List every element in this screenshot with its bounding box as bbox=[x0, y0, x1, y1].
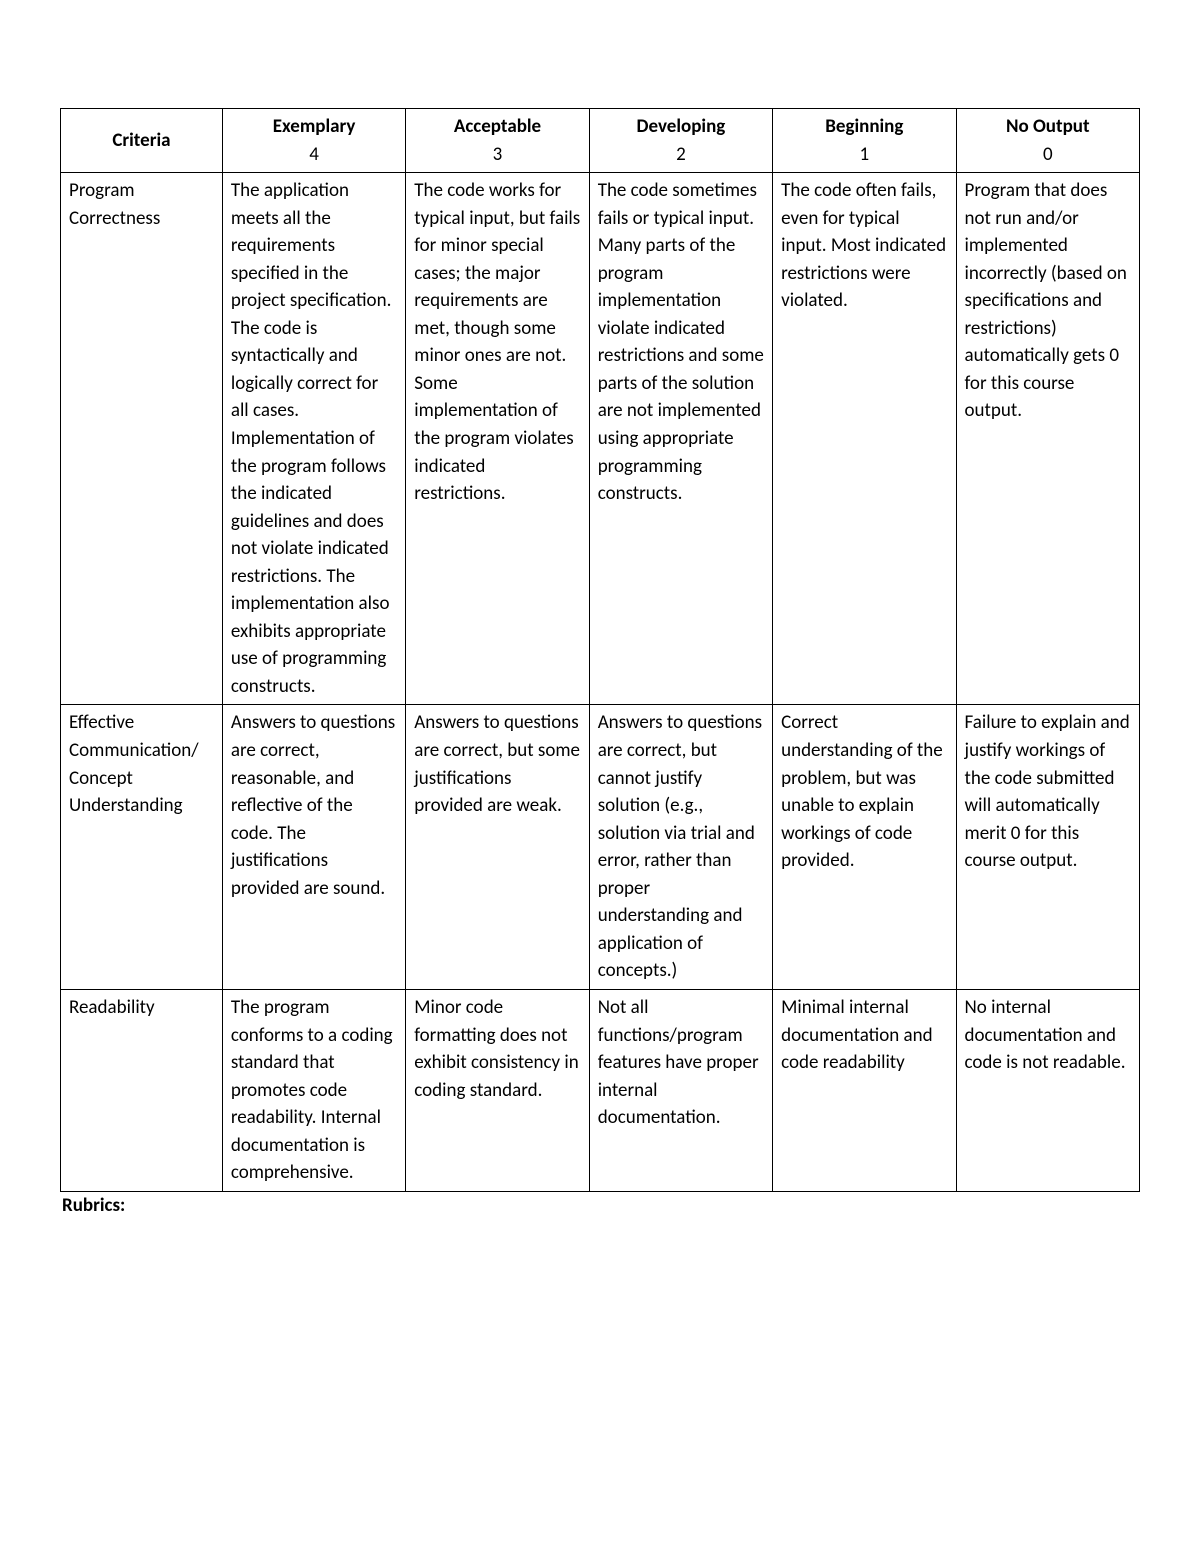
header-criteria-label: Criteria bbox=[112, 129, 170, 152]
acceptable-cell: Minor code formatting does not exhibit c… bbox=[406, 989, 589, 1191]
header-beginning-score: 1 bbox=[781, 141, 947, 169]
header-nooutput: No Output 0 bbox=[956, 109, 1139, 173]
acceptable-cell: The code works for typical input, but fa… bbox=[406, 173, 589, 705]
header-exemplary: Exemplary 4 bbox=[222, 109, 405, 173]
nooutput-cell: Failure to explain and justify workings … bbox=[956, 705, 1139, 989]
header-acceptable-label: Acceptable bbox=[454, 115, 541, 138]
developing-cell: The code sometimes fails or typical inpu… bbox=[589, 173, 772, 705]
header-row: Criteria Exemplary 4 Acceptable 3 Develo… bbox=[61, 109, 1140, 173]
header-beginning: Beginning 1 bbox=[773, 109, 956, 173]
header-nooutput-score: 0 bbox=[965, 141, 1131, 169]
rubric-table: Criteria Exemplary 4 Acceptable 3 Develo… bbox=[60, 108, 1140, 1192]
beginning-cell: Correct understanding of the problem, bu… bbox=[773, 705, 956, 989]
exemplary-cell: The application meets all the requiremen… bbox=[222, 173, 405, 705]
header-beginning-label: Beginning bbox=[825, 115, 903, 138]
acceptable-cell: Answers to questions are correct, but so… bbox=[406, 705, 589, 989]
header-acceptable: Acceptable 3 bbox=[406, 109, 589, 173]
header-developing-score: 2 bbox=[598, 141, 764, 169]
header-criteria: Criteria bbox=[61, 109, 223, 173]
header-exemplary-score: 4 bbox=[231, 141, 397, 169]
criteria-cell: Program Correctness bbox=[61, 173, 223, 705]
header-nooutput-label: No Output bbox=[1006, 115, 1090, 138]
developing-cell: Answers to questions are correct, but ca… bbox=[589, 705, 772, 989]
criteria-cell: Effective Communication/ Concept Underst… bbox=[61, 705, 223, 989]
rubrics-label: Rubrics: bbox=[60, 1194, 1140, 1217]
exemplary-cell: The program conforms to a coding standar… bbox=[222, 989, 405, 1191]
table-row: Effective Communication/ Concept Underst… bbox=[61, 705, 1140, 989]
nooutput-cell: No internal documentation and code is no… bbox=[956, 989, 1139, 1191]
exemplary-cell: Answers to questions are correct, reason… bbox=[222, 705, 405, 989]
beginning-cell: Minimal internal documentation and code … bbox=[773, 989, 956, 1191]
table-row: Readability The program conforms to a co… bbox=[61, 989, 1140, 1191]
table-row: Program Correctness The application meet… bbox=[61, 173, 1140, 705]
header-acceptable-score: 3 bbox=[414, 141, 580, 169]
header-developing: Developing 2 bbox=[589, 109, 772, 173]
criteria-cell: Readability bbox=[61, 989, 223, 1191]
header-developing-label: Developing bbox=[637, 115, 726, 138]
developing-cell: Not all functions/program features have … bbox=[589, 989, 772, 1191]
nooutput-cell: Program that does not run and/or impleme… bbox=[956, 173, 1139, 705]
beginning-cell: The code often fails, even for typical i… bbox=[773, 173, 956, 705]
header-exemplary-label: Exemplary bbox=[273, 115, 356, 138]
